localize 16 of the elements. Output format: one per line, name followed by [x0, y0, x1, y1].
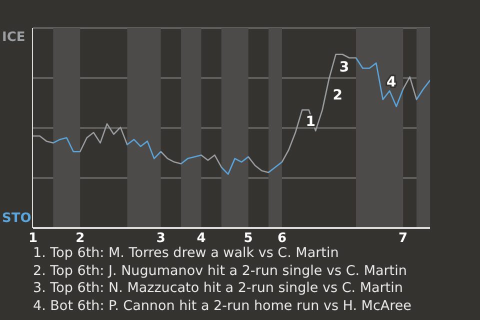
annotation: 2 [332, 87, 342, 104]
x-tick-label: 6 [277, 231, 286, 246]
x-tick-label: 3 [156, 231, 166, 246]
x-tick-label: 1 [28, 231, 38, 246]
x-tick-label: 5 [244, 231, 253, 246]
text: 4. Bot 6th: P. Cannon hit a 2-run home run vs H. McAree [33, 298, 412, 315]
text: ICE [2, 30, 26, 46]
annotation: 4 [386, 74, 397, 90]
x-tick-label: 7 [398, 231, 408, 246]
text: 3. Top 6th: N. Mazzucato hit a 2-run single vs C. Martin [33, 280, 404, 298]
text: STO [2, 211, 32, 227]
text: 1. Top 6th: M. Torres drew a walk vs C. Martin [33, 245, 340, 262]
annotation: 3 [339, 60, 350, 76]
x-tick-label: 2 [76, 231, 85, 246]
x-tick-label: 4 [196, 231, 206, 246]
text: 2. Top 6th: J. Nugumanov hit a 2-run single vs C. Martin [33, 262, 408, 280]
